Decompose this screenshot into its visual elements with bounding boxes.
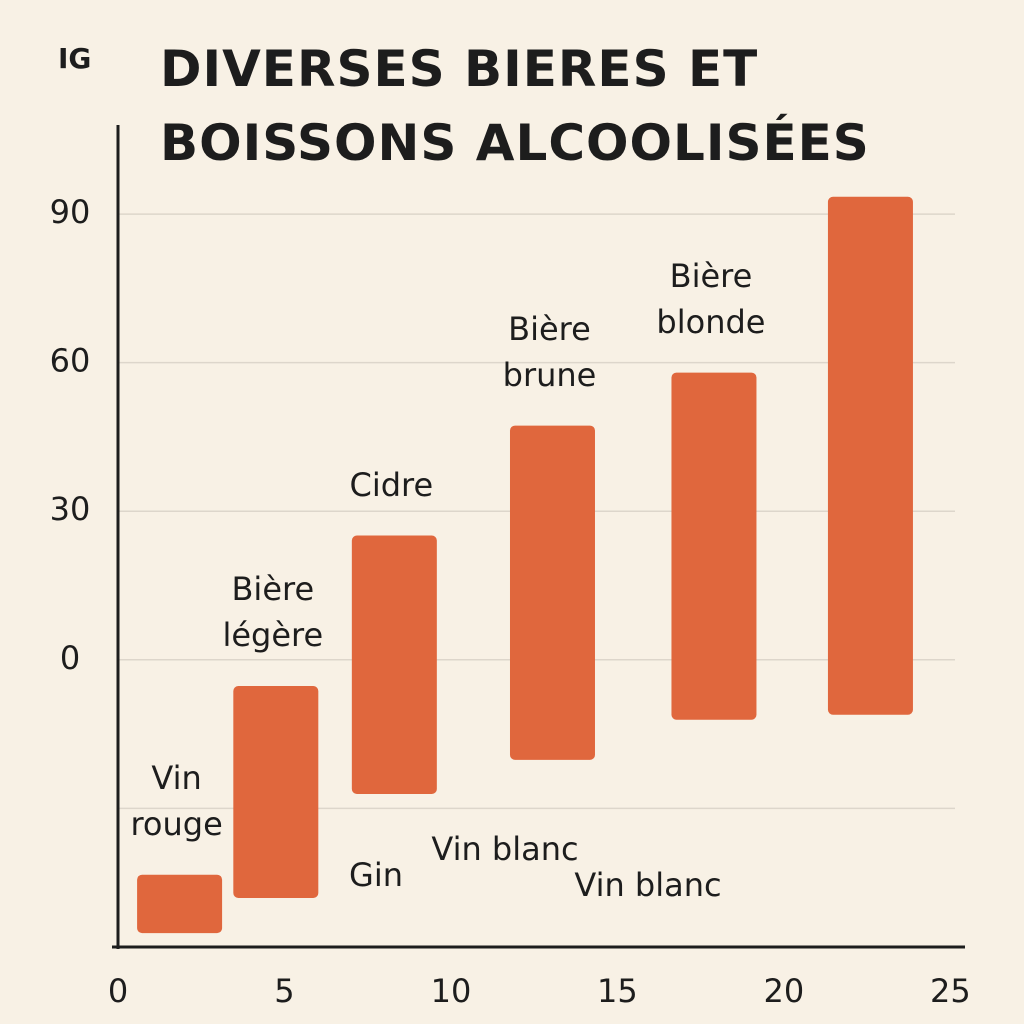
bar-label: Bière légère	[222, 570, 324, 655]
bar	[509, 425, 595, 760]
bar	[351, 535, 437, 794]
bar	[233, 686, 319, 898]
annotation: Vin blanc	[431, 830, 579, 868]
bar-label: Cidre	[349, 465, 434, 504]
x-tick-label: 5	[274, 972, 294, 1010]
bar-label: Vin rouge	[130, 758, 223, 843]
y-tick-label: 90	[50, 193, 91, 231]
bar-label: Bière blonde	[656, 256, 766, 341]
x-tick-label: 10	[431, 972, 472, 1010]
chart-title: DIVERSES BIERES ET BOISSONS ALCOOLISÉES	[160, 40, 870, 172]
x-tick-label: 25	[930, 972, 971, 1010]
bar	[137, 874, 223, 934]
y-tick-label: 60	[50, 342, 91, 380]
bar	[671, 372, 757, 720]
x-tick-label: 20	[764, 972, 805, 1010]
x-tick-label: 0	[108, 972, 128, 1010]
y-axis-label: IG	[58, 42, 92, 75]
y-tick-label: 0	[60, 639, 80, 677]
bar	[827, 196, 913, 715]
y-tick-label: 30	[50, 490, 91, 528]
annotation: Gin	[349, 856, 403, 894]
annotation: Vin blanc	[574, 866, 722, 904]
x-tick-label: 15	[597, 972, 638, 1010]
bar-label: Bière brune	[502, 309, 597, 394]
